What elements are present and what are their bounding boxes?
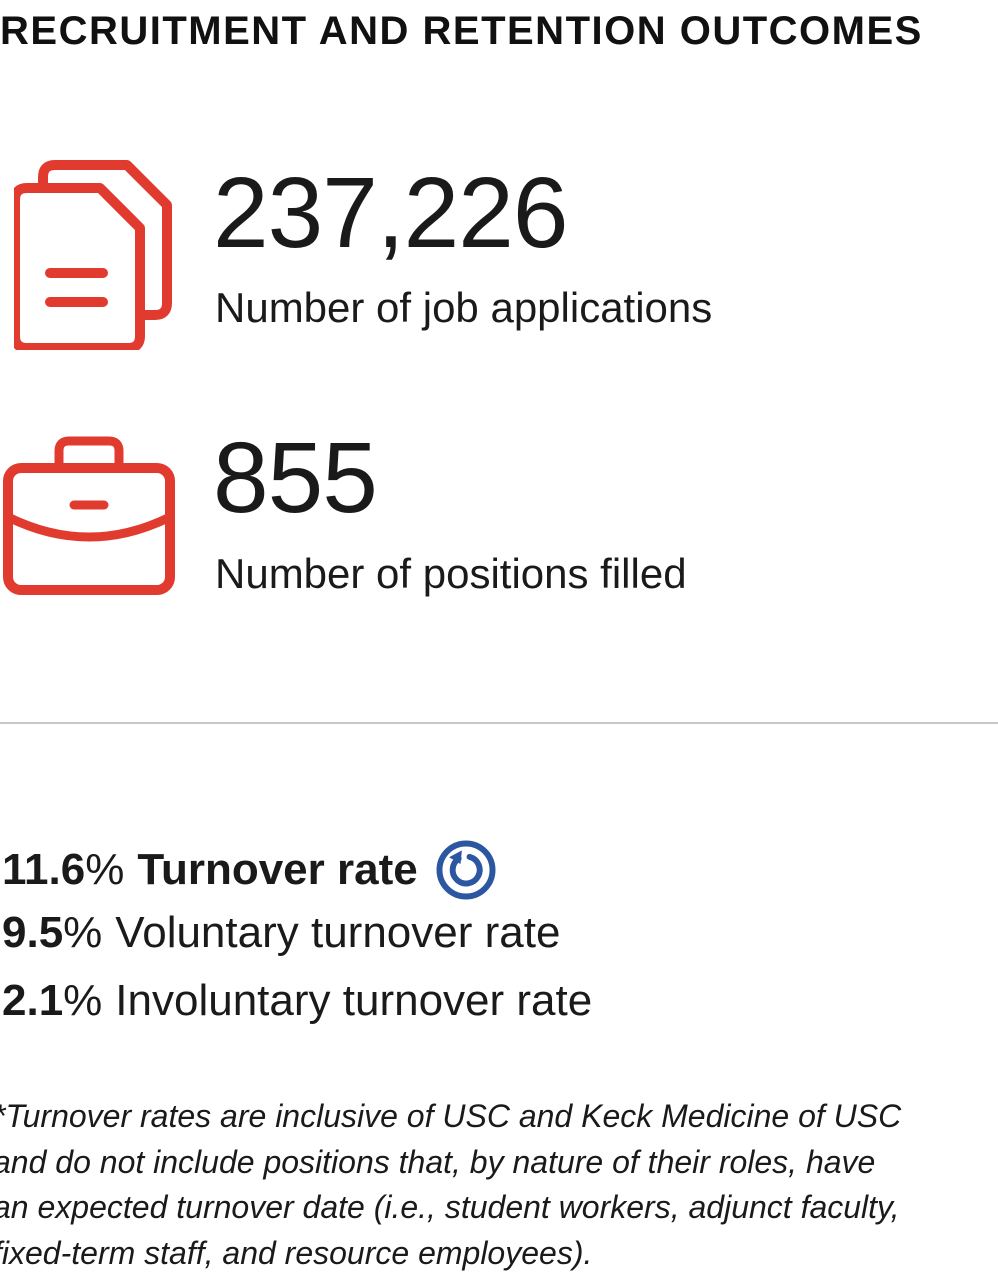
section-divider xyxy=(0,722,998,724)
footnote-line: an expected turnover date (i.e., student… xyxy=(0,1189,900,1225)
footnote-line: and do not include positions that, by na… xyxy=(0,1143,876,1180)
footnote: *Turnover rates are inclusive of USC and… xyxy=(0,1094,901,1275)
voluntary-turnover-row: 9.5% Voluntary turnover rate xyxy=(2,906,560,960)
page-title: RECRUITMENT AND RETENTION OUTCOMES xyxy=(0,9,923,53)
turnover-rate-value: 11.6 xyxy=(2,845,86,894)
involuntary-turnover-row: 2.1% Involuntary turnover rate xyxy=(2,974,592,1028)
turnover-rate-row: 11.6% Turnover rate xyxy=(2,838,498,902)
stat-label-job-applications: Number of job applications xyxy=(215,284,713,331)
percent-sign: % xyxy=(63,976,103,1025)
footnote-line: *Turnover rates are inclusive of USC and… xyxy=(0,1098,902,1134)
involuntary-turnover-label: Involuntary turnover rate xyxy=(115,976,593,1025)
stat-value-job-applications: 237,226 xyxy=(213,157,568,269)
voluntary-turnover-label: Voluntary turnover rate xyxy=(115,908,561,957)
briefcase-icon xyxy=(3,435,175,595)
involuntary-turnover-value: 2.1 xyxy=(2,976,64,1025)
voluntary-turnover-value: 9.5 xyxy=(2,908,64,957)
footnote-line: fixed-term staff, and resource employees… xyxy=(0,1234,593,1271)
percent-sign: % xyxy=(63,908,103,957)
turnover-rate-label: Turnover rate xyxy=(137,845,418,894)
stat-value-positions-filled: 855 xyxy=(213,422,378,534)
percent-sign: % xyxy=(85,845,125,894)
stat-label-positions-filled: Number of positions filled xyxy=(215,550,687,597)
documents-icon xyxy=(14,158,176,350)
rotate-ccw-icon xyxy=(434,838,498,902)
